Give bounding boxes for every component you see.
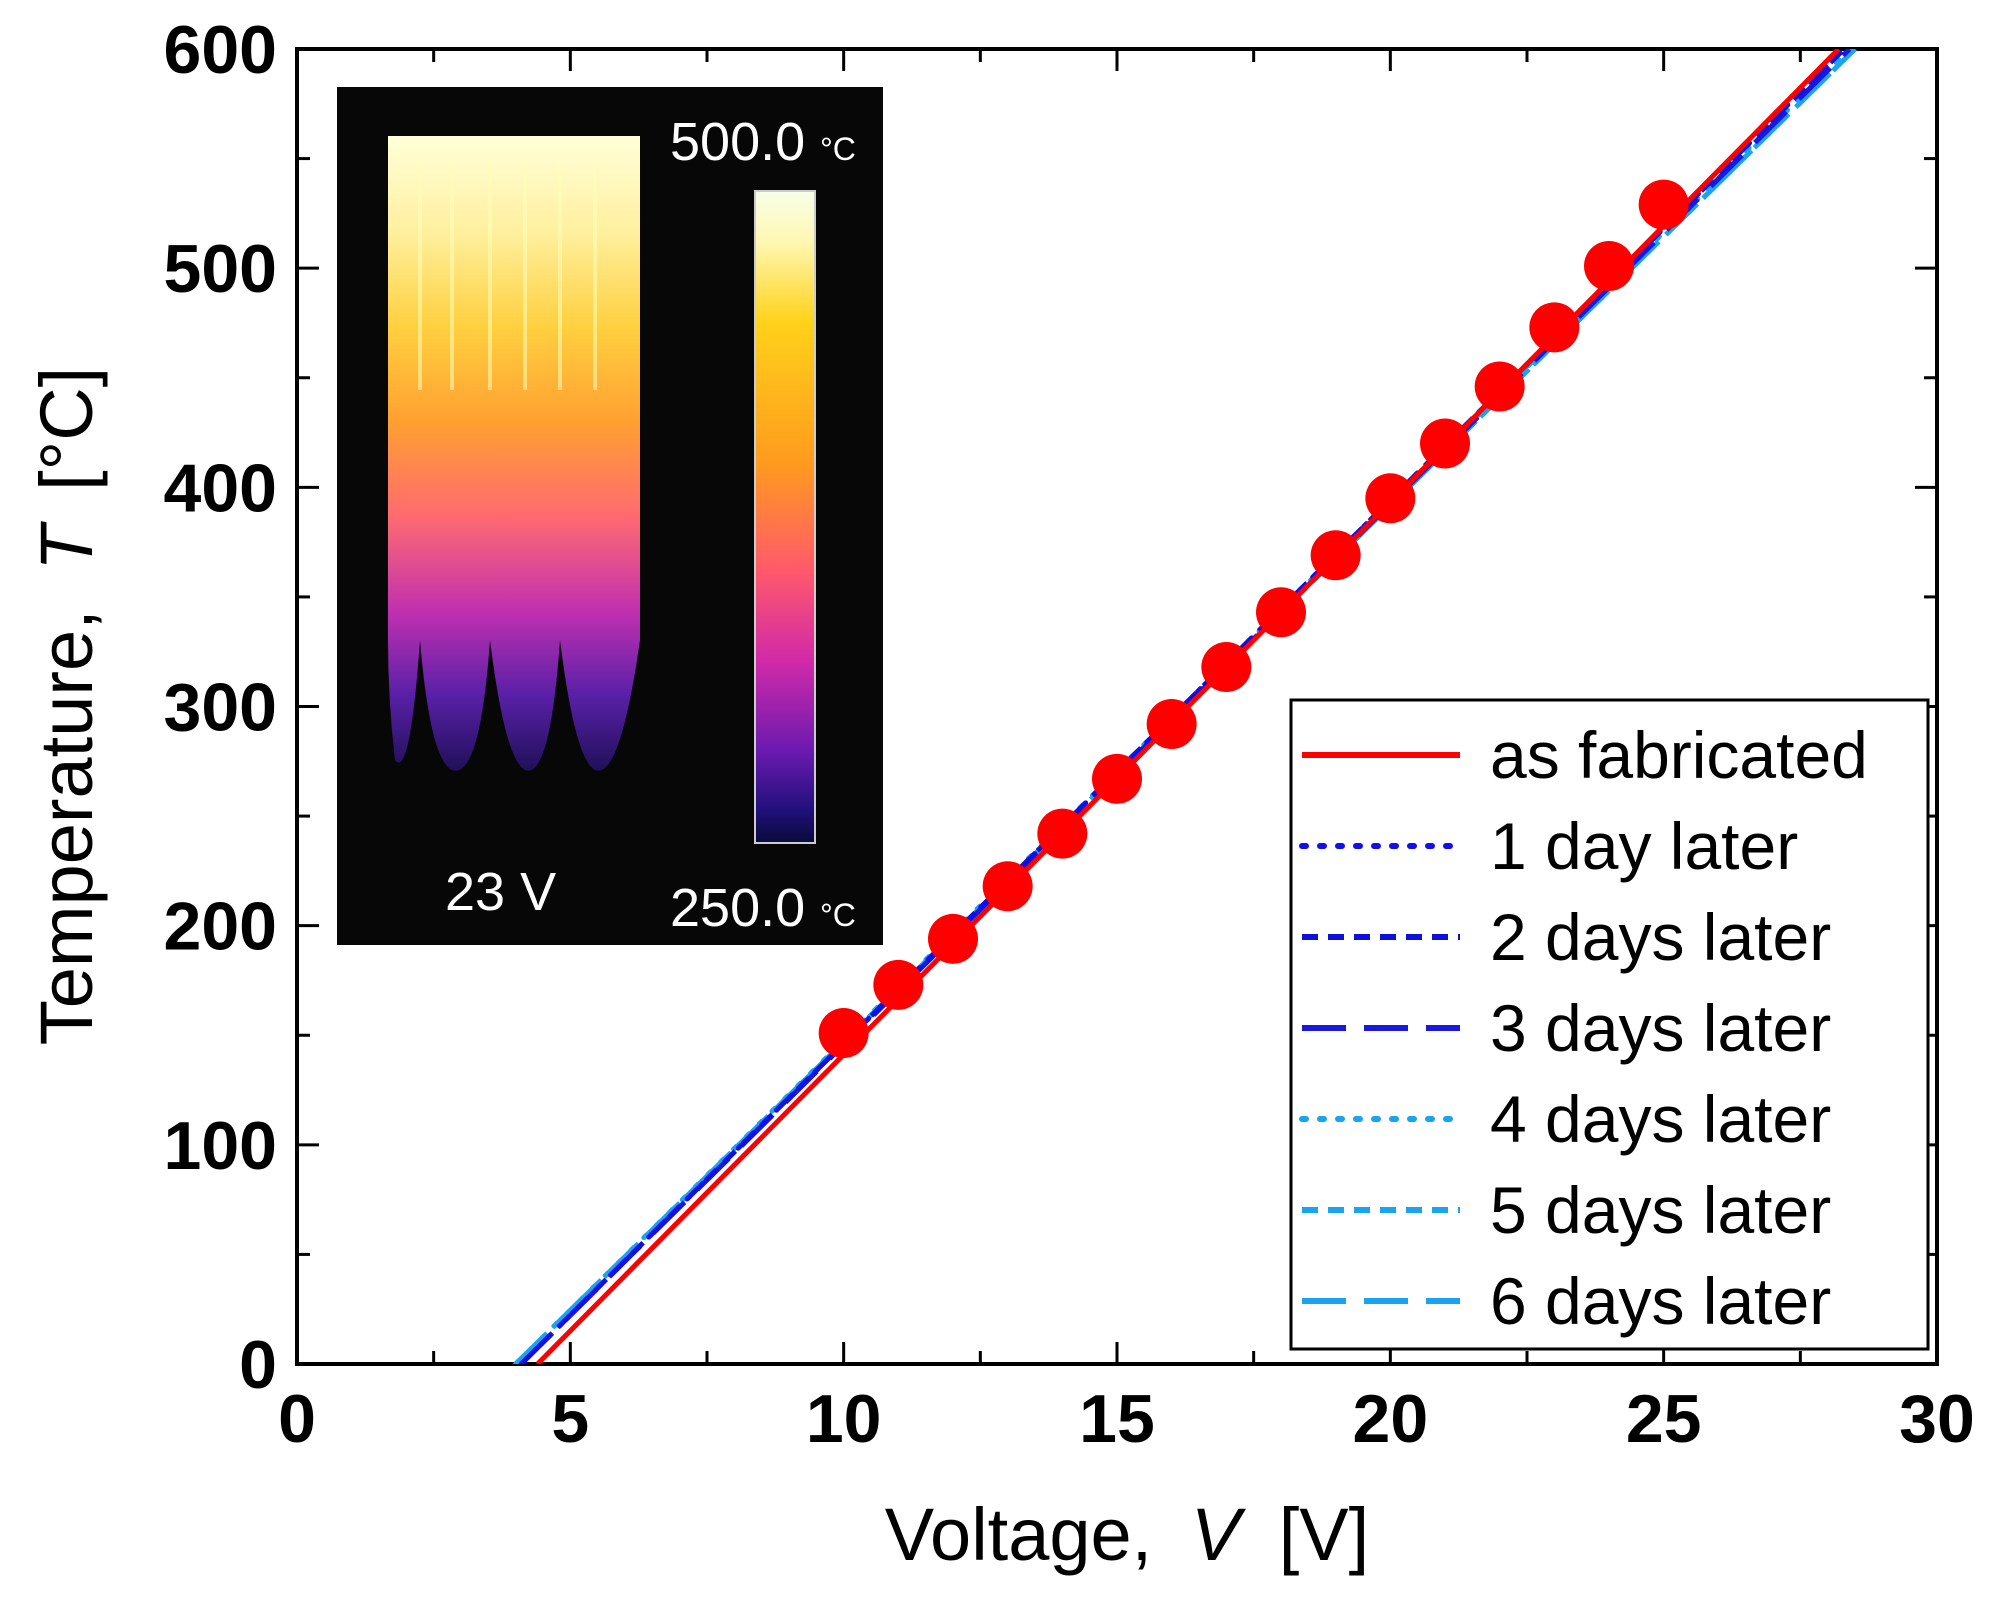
y-tick-label: 600 — [164, 12, 277, 88]
data-marker — [1420, 418, 1470, 469]
legend-label: 6 days later — [1490, 1264, 1831, 1338]
data-marker — [1365, 473, 1416, 524]
data-marker — [1638, 179, 1689, 230]
x-tick-label: 10 — [806, 1381, 882, 1457]
data-marker — [1092, 753, 1142, 804]
data-marker — [1474, 361, 1525, 412]
legend-label: 2 days later — [1490, 900, 1831, 974]
data-markers — [818, 179, 1689, 1059]
svg-text:Voltage, V [V]: Voltage, V [V] — [885, 1493, 1369, 1576]
data-marker — [873, 959, 924, 1010]
color-scale-bar — [754, 190, 816, 844]
inset-scale-max-unit: °C — [820, 131, 856, 167]
y-tick-label: 500 — [164, 231, 277, 307]
x-axis-label-text: Voltage, — [885, 1493, 1152, 1576]
data-marker — [1256, 587, 1306, 638]
inset-voltage-label: 23 V — [445, 862, 556, 922]
legend-label: as fabricated — [1490, 718, 1868, 792]
x-axis-variable: V — [1191, 1493, 1247, 1576]
legend-box — [1289, 698, 1930, 1351]
data-marker — [1201, 642, 1252, 693]
x-tick-label: 15 — [1079, 1381, 1155, 1457]
legend-items: as fabricated 1 day later 2 days later 3 da… — [1299, 718, 1868, 1338]
data-marker — [1529, 302, 1580, 353]
y-axis-unit: [°C] — [25, 367, 108, 491]
x-tick-label: 30 — [1899, 1381, 1975, 1457]
data-marker — [1146, 699, 1197, 750]
y-tick-label: 400 — [164, 450, 277, 526]
legend-label: 5 days later — [1490, 1173, 1831, 1247]
x-axis-label: Voltage, V [V] — [885, 1493, 1369, 1576]
y-axis-variable: T — [25, 521, 108, 571]
y-axis-label-text: Temperature, — [25, 609, 108, 1045]
data-marker — [818, 1008, 869, 1059]
legend-label: 1 day later — [1490, 809, 1798, 883]
data-marker — [1310, 530, 1361, 581]
inset-scale-max: 500.0 — [670, 112, 805, 172]
thermal-inset: 500.0 °C 250.0 °C 23 V — [337, 87, 883, 945]
heater-thermal-image — [388, 136, 640, 771]
x-tick-label: 20 — [1353, 1381, 1429, 1457]
x-axis-unit: [V] — [1279, 1493, 1369, 1576]
y-axis-label: Temperature, T [°C] — [25, 367, 108, 1045]
y-tick-label: 300 — [164, 670, 277, 746]
data-marker — [982, 861, 1033, 912]
inset-scale-min-unit: °C — [820, 897, 856, 933]
legend: as fabricated 1 day later 2 days later 3 da… — [1289, 698, 1930, 1351]
legend-label: 3 days later — [1490, 991, 1831, 1065]
inset-scale-min: 250.0 — [670, 878, 805, 938]
data-marker — [1037, 808, 1088, 859]
y-tick-label: 0 — [239, 1327, 277, 1403]
data-marker — [928, 913, 978, 964]
axis-ticks — [295, 47, 1939, 1366]
data-marker — [1584, 240, 1634, 291]
x-tick-label: 0 — [278, 1381, 316, 1457]
svg-text:Temperature, T [°C: Temperature, T [°C] — [25, 367, 108, 1045]
y-tick-label: 200 — [164, 889, 277, 965]
x-tick-label: 25 — [1626, 1381, 1702, 1457]
legend-label: 4 days later — [1490, 1082, 1831, 1156]
y-tick-label: 100 — [164, 1108, 277, 1184]
x-tick-label: 5 — [551, 1381, 589, 1457]
